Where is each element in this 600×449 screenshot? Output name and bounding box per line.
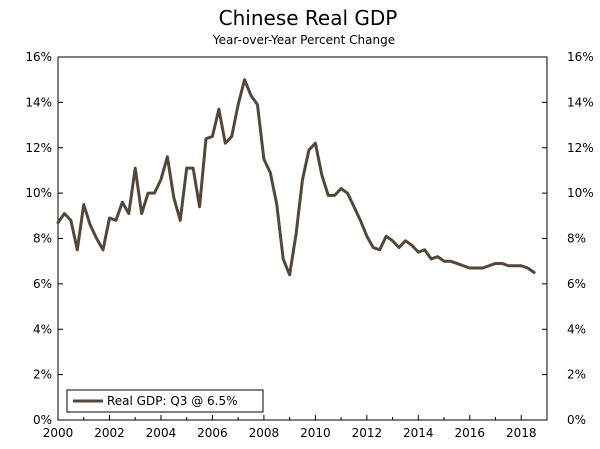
y-tick-label-left: 2% [33, 368, 52, 382]
x-tick-label: 2000 [43, 426, 74, 440]
x-tick-label: 2008 [249, 426, 280, 440]
chart-title: Chinese Real GDP [219, 6, 398, 30]
legend: Real GDP: Q3 @ 6.5% [66, 389, 264, 413]
y-tick-label-left: 4% [33, 322, 52, 336]
x-tick-label: 2016 [455, 426, 486, 440]
y-tick-label-left: 12% [25, 141, 52, 155]
legend-label: Real GDP: Q3 @ 6.5% [107, 394, 238, 408]
x-tick-label: 2018 [506, 426, 537, 440]
y-tick-label-right: 14% [567, 95, 594, 109]
x-tick-label: 2006 [197, 426, 228, 440]
y-tick-label-right: 6% [567, 277, 586, 291]
y-tick-label-left: 10% [25, 186, 52, 200]
x-tick-label: 2010 [300, 426, 331, 440]
x-tick-label: 2014 [403, 426, 434, 440]
x-tick-label: 2004 [146, 426, 177, 440]
chart-subtitle: Year-over-Year Percent Change [212, 33, 395, 47]
x-tick-label: 2002 [94, 426, 125, 440]
y-tick-label-left: 14% [25, 95, 52, 109]
y-tick-label-right: 0% [567, 413, 586, 427]
y-tick-label-right: 12% [567, 141, 594, 155]
y-tick-label-right: 10% [567, 186, 594, 200]
y-tick-label-left: 0% [33, 413, 52, 427]
y-tick-label-right: 4% [567, 322, 586, 336]
y-tick-label-right: 8% [567, 232, 586, 246]
y-tick-label-right: 16% [567, 50, 594, 64]
plot-area-frame [57, 56, 548, 421]
legend-box [66, 389, 264, 413]
y-tick-label-left: 6% [33, 277, 52, 291]
y-axis-ticks: 0% 0% 2% 2% 4% 4% 6% 6% 8% 8% 10% 10% 12% 12% 14% 14% 16… [25, 50, 593, 427]
x-tick-label: 2012 [352, 426, 383, 440]
series-line-real-gdp [56, 78, 536, 277]
y-tick-label-left: 8% [33, 232, 52, 246]
y-tick-label-left: 16% [25, 50, 52, 64]
x-axis-ticks: 2000 2002 2004 2006 2008 2010 2012 2014 2016 2018 [43, 415, 548, 440]
series-group [56, 78, 536, 277]
y-tick-label-right: 2% [567, 368, 586, 382]
